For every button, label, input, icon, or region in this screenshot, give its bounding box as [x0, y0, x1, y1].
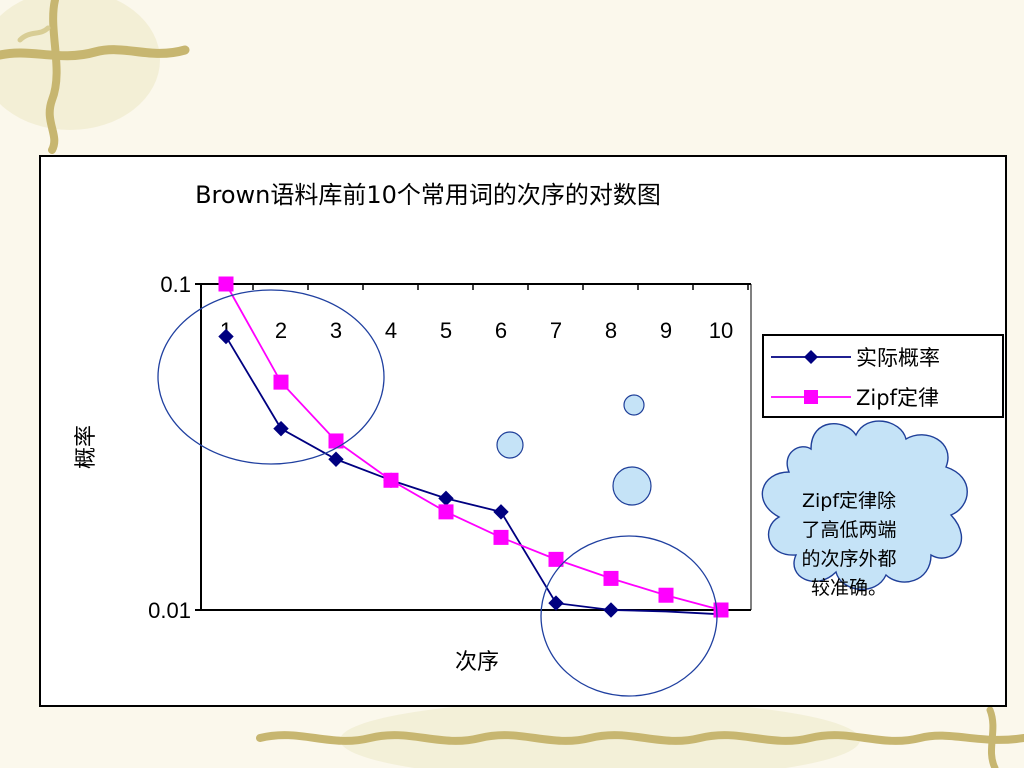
callout-text-line: Zipf定律除 — [802, 490, 896, 512]
vine-ornament-top-left — [0, 0, 190, 154]
chart-title: Brown语料库前10个常用词的次序的对数图 — [195, 181, 661, 209]
series-1-line — [225, 336, 722, 616]
series-1-point — [548, 595, 564, 611]
highlight-ellipses — [157, 289, 718, 697]
callout-text-line: 了高低两端 — [801, 519, 896, 541]
legend-label-2: Zipf定律 — [856, 386, 939, 410]
x-tick-label: 7 — [550, 318, 562, 343]
series-1-point — [603, 602, 619, 618]
y-axis-ticks: 0.1 0.01 — [148, 272, 201, 623]
series-2-point — [273, 374, 289, 390]
x-tick-label: 10 — [709, 318, 733, 343]
series-2-line — [225, 283, 722, 611]
x-tick-label: 8 — [605, 318, 617, 343]
series-1-point — [273, 420, 289, 437]
series-1-point — [328, 451, 344, 467]
x-tick-label: 6 — [495, 318, 507, 343]
legend-marker-2 — [804, 390, 818, 404]
legend-box — [762, 334, 1004, 418]
callout-cloud-shape — [761, 420, 968, 591]
callout-text-line: 的次序外都 — [801, 548, 896, 570]
callout-text-line: 较准确。 — [811, 577, 887, 599]
x-tick-label: 9 — [660, 318, 672, 343]
legend-marker-1 — [804, 350, 818, 364]
x-tick-label: 5 — [440, 318, 452, 343]
series-2 — [218, 276, 729, 618]
y-axis-label: 概率 — [74, 425, 99, 469]
x-tick-label: 4 — [385, 318, 397, 343]
highlight-ellipse-bottom — [540, 535, 718, 697]
y-tick-label: 0.01 — [148, 598, 191, 623]
series-1-point — [438, 490, 454, 507]
legend-label-1: 实际概率 — [856, 346, 940, 370]
series-2-point — [548, 551, 564, 567]
x-axis-label: 次序 — [455, 650, 499, 675]
series-layer — [218, 276, 729, 618]
series-1-point — [218, 328, 234, 345]
series-1-point — [493, 504, 509, 520]
plot-area — [200, 283, 752, 611]
series-2-point — [383, 472, 399, 488]
series-2-point — [603, 570, 619, 586]
series-2-point — [438, 504, 454, 520]
thought-bubble — [612, 466, 652, 506]
series-1 — [218, 328, 722, 618]
y-tick-label: 0.1 — [160, 272, 191, 297]
legend: 实际概率 Zipf定律 — [762, 334, 1004, 418]
chart-svg: Brown语料库前10个常用词的次序的对数图 0.10.01 123456789… — [74, 181, 1004, 697]
vine-ornament-bottom — [256, 700, 1024, 768]
x-tick-label: 2 — [275, 318, 287, 343]
highlight-ellipse-top — [157, 289, 385, 465]
x-tick-label: 3 — [330, 318, 342, 343]
thought-bubble — [623, 394, 645, 416]
series-2-point — [658, 587, 674, 603]
thought-bubble — [496, 431, 524, 459]
series-2-point — [493, 529, 509, 545]
chart-frame: Brown语料库前10个常用词的次序的对数图 0.10.01 123456789… — [39, 155, 1007, 707]
series-2-point — [218, 276, 234, 292]
